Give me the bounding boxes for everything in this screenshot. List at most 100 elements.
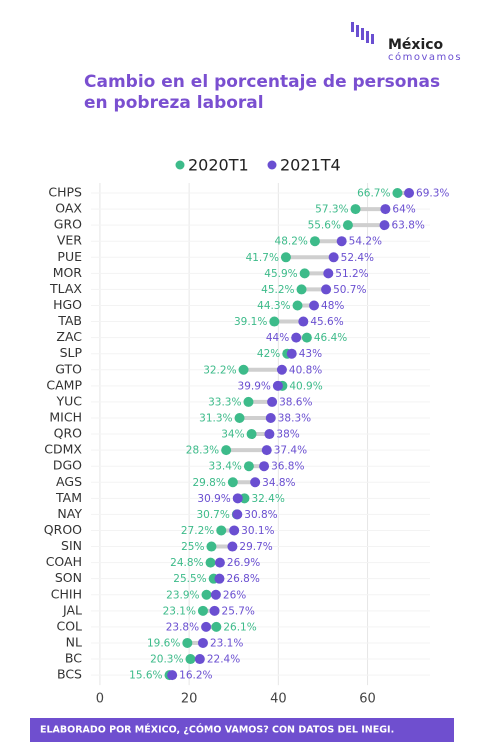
value-label: 22.4%	[207, 654, 240, 666]
logo-tagline: cómovamos	[388, 51, 462, 63]
value-label: 23.1%	[163, 605, 196, 617]
legend: 2020T1 2021T4	[175, 156, 341, 175]
value-label: 25.7%	[222, 605, 255, 617]
value-label: 31.3%	[199, 412, 232, 424]
value-label: 25.5%	[173, 573, 206, 585]
dot	[269, 316, 280, 327]
value-label: 54.2%	[349, 236, 382, 248]
dot	[227, 477, 238, 488]
value-label: 39.1%	[234, 316, 267, 328]
dot	[216, 525, 227, 536]
dot	[309, 236, 320, 247]
y-tick-label: CAMP	[46, 377, 82, 392]
value-label: 69.3%	[416, 188, 449, 200]
dot	[296, 284, 307, 295]
value-label: 24.8%	[170, 557, 203, 569]
y-tick-label: YUC	[55, 393, 82, 408]
y-tick-label: ZAC	[56, 329, 82, 344]
dot	[342, 220, 353, 231]
x-tick-label: 0	[96, 692, 104, 707]
value-label: 48%	[321, 300, 344, 312]
dot	[276, 364, 287, 375]
dot	[201, 589, 212, 600]
dot	[323, 268, 334, 279]
dot	[404, 188, 415, 198]
chart-title: en pobreza laboral	[84, 93, 264, 113]
value-label: 44.3%	[257, 300, 290, 312]
value-label: 57.3%	[315, 204, 348, 216]
value-label: 36.8%	[271, 461, 304, 473]
value-label: 26.8%	[226, 573, 259, 585]
dot	[209, 605, 220, 616]
value-label: 41.7%	[246, 252, 279, 264]
value-label: 29.8%	[192, 477, 225, 489]
dot	[194, 654, 205, 665]
dot	[379, 220, 390, 231]
y-tick-label: CHIH	[51, 586, 82, 601]
y-tick-label: COAH	[46, 554, 82, 569]
value-label: 39.9%	[238, 380, 271, 392]
x-tick-label: 40	[270, 692, 287, 707]
value-label: 64%	[392, 204, 415, 216]
value-label: 29.7%	[239, 541, 272, 553]
dot	[328, 252, 339, 263]
y-tick-label: JAL	[62, 602, 82, 617]
value-label: 38%	[276, 429, 299, 441]
value-label: 40.9%	[289, 380, 322, 392]
logo: México cómovamos	[351, 22, 462, 63]
x-tick-label: 20	[181, 692, 198, 707]
dot	[309, 300, 320, 311]
dot	[259, 461, 270, 472]
dot	[280, 252, 291, 263]
value-label: 32.2%	[203, 364, 236, 376]
chart-title: Cambio en el porcentaje de personas	[84, 72, 440, 92]
value-label: 44%	[266, 332, 289, 344]
value-label: 34%	[221, 429, 244, 441]
logo-bar	[361, 28, 364, 40]
dot	[185, 654, 196, 665]
dot	[292, 300, 303, 311]
value-label: 30.1%	[241, 525, 274, 537]
y-tick-label: SLP	[60, 345, 83, 360]
value-label: 51.2%	[335, 268, 368, 280]
dot	[336, 236, 347, 247]
value-label: 32.4%	[251, 493, 284, 505]
dot	[227, 541, 238, 552]
dot	[197, 605, 208, 616]
dot	[392, 188, 403, 198]
value-label: 26.9%	[227, 557, 260, 569]
value-label: 52.4%	[341, 252, 374, 264]
y-tick-label: TAM	[55, 490, 82, 505]
value-label: 46.4%	[314, 332, 347, 344]
value-label: 45.9%	[264, 268, 297, 280]
value-label: 50.7%	[333, 284, 366, 296]
footer: ELABORADO POR MÉXICO, ¿CÓMO VAMOS? CON D…	[40, 724, 394, 736]
y-tick-label: NL	[66, 634, 82, 649]
dot	[298, 316, 309, 327]
dot	[182, 637, 193, 648]
logo-name: México	[388, 37, 444, 53]
dot	[221, 445, 232, 456]
value-label: 30.9%	[197, 493, 230, 505]
dot	[206, 541, 217, 552]
value-label: 55.6%	[308, 220, 341, 232]
dot	[210, 589, 221, 600]
dot	[214, 557, 225, 568]
value-label: 33.4%	[209, 461, 242, 473]
dot	[261, 445, 272, 456]
value-label: 16.2%	[179, 670, 212, 682]
dot	[229, 525, 240, 536]
y-tick-label: PUE	[57, 249, 82, 264]
legend-label: 2021T4	[280, 156, 341, 175]
dot	[265, 412, 276, 423]
value-label: 27.2%	[181, 525, 214, 537]
dot	[250, 477, 261, 488]
value-label: 26.1%	[223, 621, 256, 633]
dot	[321, 284, 332, 295]
logo-bar	[366, 31, 369, 43]
dot	[272, 380, 283, 391]
y-tick-label: TLAX	[49, 281, 82, 296]
value-label: 37.4%	[274, 445, 307, 457]
y-tick-label: MICH	[49, 409, 82, 424]
